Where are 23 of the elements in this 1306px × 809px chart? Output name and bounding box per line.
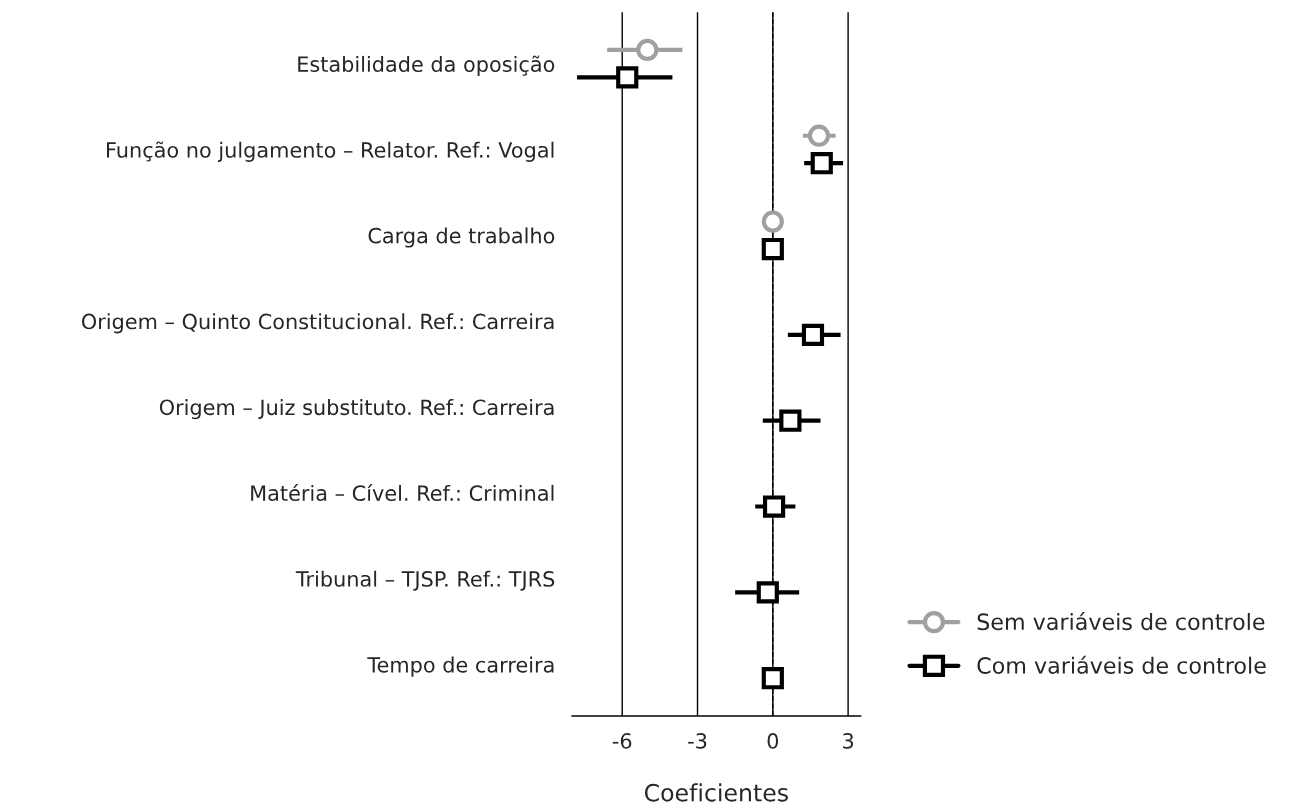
y-tick-label: Função no julgamento – Relator. Ref.: Vogal bbox=[107, 141, 554, 162]
point bbox=[761, 237, 784, 261]
x-tick-label: 3 bbox=[843, 733, 854, 749]
y-tick-label: Estabilidade da oposição bbox=[298, 55, 555, 77]
y-tick-label: Origem – Juiz substituto. Ref.: Carreira bbox=[159, 399, 554, 420]
y-tick-label: Tempo de carreira bbox=[367, 656, 554, 677]
y-tick-label: Matéria – Cível. Ref.: Criminal bbox=[251, 484, 554, 502]
point bbox=[761, 667, 784, 690]
x-tick-label: 0 bbox=[767, 733, 779, 749]
point bbox=[762, 495, 786, 518]
legend-label: Sem variáveis de controle bbox=[977, 612, 1265, 631]
point bbox=[616, 66, 639, 89]
point bbox=[801, 323, 825, 346]
y-tick-label: Tribunal – TJSP. Ref.: TJRS bbox=[295, 570, 555, 591]
y-tick-label: Carga de trabalho bbox=[368, 227, 555, 248]
legend-label: Com variáveis de controle bbox=[977, 655, 1266, 674]
point bbox=[756, 581, 779, 604]
y-tick-label: Origem – Quinto Constitucional. Ref.: Carreira bbox=[82, 313, 554, 334]
x-tick-label: -3 bbox=[688, 733, 707, 749]
x-tick-label: -6 bbox=[612, 733, 632, 749]
x-axis-title: Coeficientes bbox=[644, 783, 788, 802]
point bbox=[810, 152, 833, 175]
point bbox=[779, 409, 802, 432]
